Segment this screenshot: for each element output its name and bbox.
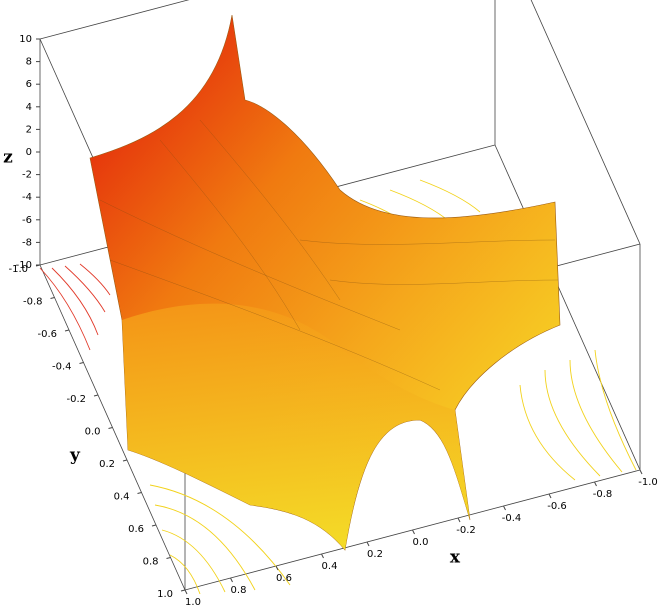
x-tick [275, 565, 279, 571]
x-tick [594, 481, 597, 487]
surface [89, 14, 561, 551]
y-tick-label: 1.0 [157, 589, 173, 600]
y-tick-label: -0.6 [37, 329, 57, 340]
x-tick-label: -1.0 [638, 477, 658, 488]
z-tick-label: -10 [16, 260, 32, 271]
y-tick [50, 297, 55, 299]
y-axis-label: y [69, 446, 81, 466]
y-tick-label: -0.8 [23, 297, 43, 308]
x-tick [457, 517, 461, 523]
x-tick [366, 541, 370, 547]
x-tick [230, 577, 233, 583]
y-tick [180, 589, 186, 592]
ticks: -10 -8 -6 -4 -2 0 2 4 6 8 10 -1.0 -0.8 -0.6 -0.4 -0.2 0.… [8, 34, 657, 608]
y-tick [93, 394, 99, 397]
x-tick-label: 0.4 [322, 561, 338, 572]
box-edge [530, 0, 641, 245]
y-tick [166, 557, 171, 559]
x-axis-label: x [450, 548, 461, 568]
y-tick [64, 329, 70, 332]
z-tick-label: 6 [26, 79, 32, 90]
x-tick-label: -0.2 [456, 525, 476, 536]
z-tick-label: 4 [26, 102, 32, 113]
x-tick [503, 505, 506, 511]
box-edge [39, 0, 190, 40]
y-tick [35, 264, 41, 267]
x-tick [184, 589, 188, 595]
x-tick-label: 0.6 [276, 573, 292, 584]
z-tick-label: 8 [26, 57, 32, 68]
y-tick-label: -0.4 [52, 362, 72, 373]
y-tick-label: -0.2 [66, 394, 86, 405]
y-tick-label: 0.2 [99, 459, 115, 470]
z-tick-label: -6 [22, 215, 32, 226]
z-tick-label: -4 [22, 192, 32, 203]
x-tick-label: 0.2 [367, 549, 383, 560]
x-tick-label: 0.0 [413, 537, 429, 548]
y-tick-label: 0.8 [143, 557, 159, 568]
y-tick [122, 459, 128, 462]
y-tick [79, 362, 84, 364]
y-tick-label: 0.0 [85, 427, 101, 438]
z-tick-label: 2 [26, 124, 32, 135]
y-tick-label: -1.0 [8, 264, 28, 275]
z-tick-label: -8 [22, 237, 32, 248]
y-tick [151, 524, 157, 527]
box-edge [494, 144, 641, 471]
x-tick-label: -0.8 [593, 489, 613, 500]
y-tick [137, 492, 142, 494]
y-tick-label: 0.6 [128, 524, 144, 535]
y-tick [108, 427, 113, 429]
x-tick-label: 1.0 [185, 597, 201, 608]
z-tick-label: -2 [22, 170, 32, 181]
x-tick-label: -0.6 [547, 501, 567, 512]
x-tick-label: 0.8 [231, 585, 247, 596]
z-axis-label: z [3, 148, 13, 168]
z-tick-label: 0 [26, 147, 32, 158]
z-tick-label: 10 [19, 34, 32, 45]
x-tick [639, 469, 643, 475]
x-tick-label: -0.4 [502, 513, 522, 524]
x-tick [321, 553, 324, 559]
x-tick [548, 493, 552, 499]
y-tick-label: 0.4 [114, 492, 130, 503]
x-tick [412, 529, 415, 535]
